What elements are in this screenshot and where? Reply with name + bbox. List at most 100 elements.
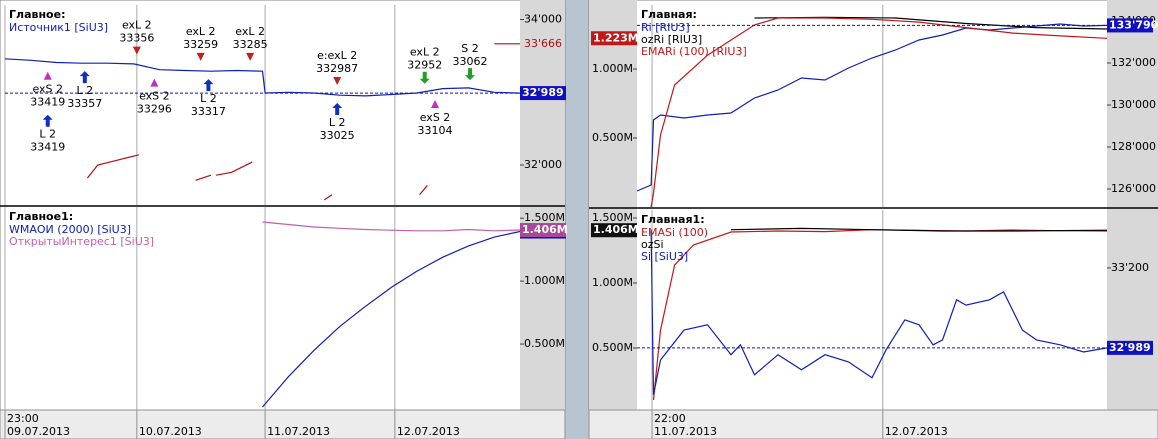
panel-title: Главное:: [9, 8, 65, 21]
trade-marker: [419, 71, 430, 84]
x-tick-time: 22:00: [654, 412, 686, 425]
trade-marker: [43, 71, 52, 80]
y2-tick-label: 130'000: [1111, 98, 1156, 111]
series-line: [4, 58, 521, 97]
trade-marker: [132, 46, 141, 55]
trade-price: 33062: [453, 55, 488, 68]
trade-label: exL 2: [186, 25, 216, 38]
trade-price: 32952: [407, 59, 442, 72]
trade-marker: [196, 52, 205, 61]
panel-title: Главная1:: [641, 213, 705, 226]
trade-label: exS 2: [420, 111, 451, 124]
legend-entry: EMARi (100) [RIU3]: [641, 45, 747, 58]
series-line: [652, 229, 1108, 401]
y2-tick-label: 33'200: [1111, 261, 1149, 274]
x-tick-label: 11.07.2013: [267, 425, 330, 438]
y-tick-label: 34'000: [524, 13, 562, 26]
y-tick-label: 0.500M: [592, 131, 633, 144]
y-tick-label: 1.000M: [592, 276, 633, 289]
trade-price: 332987: [316, 62, 358, 75]
series-line: [262, 230, 521, 408]
y-tick-label: 0.500M: [592, 341, 633, 354]
trade-marker: [42, 114, 53, 127]
y-tick-label: 1.500M: [524, 211, 565, 224]
right-left-axis: [589, 0, 637, 410]
x-tick-label: 09.07.2013: [7, 425, 70, 438]
legend-entry: ozRi [RIU3]: [641, 33, 702, 46]
trade-price: 33317: [191, 105, 226, 118]
trade-marker: [465, 68, 476, 81]
trade-label: e:exL 2: [317, 49, 357, 62]
trade-price: 33259: [183, 38, 218, 51]
trade-marker: [332, 102, 343, 115]
left-price-axis: [520, 0, 565, 410]
trade-label: exL 2: [235, 25, 265, 38]
trade-label: exL 2: [122, 19, 152, 32]
x-tick-time: 23:00: [7, 412, 39, 425]
y-tick-label: 1.000M: [524, 274, 565, 287]
trade-price: 33419: [30, 96, 65, 109]
price-tag: [520, 223, 566, 238]
trade-price: 33419: [30, 141, 65, 154]
price-tag-label: 33'666: [524, 37, 562, 50]
y-tick-label: 32'000: [524, 158, 562, 171]
panel-title: Главное1:: [9, 210, 73, 223]
price-tag: [1107, 340, 1153, 355]
series-line: [262, 221, 521, 232]
trade-price: 33285: [233, 38, 268, 51]
series-line: [650, 17, 1108, 208]
legend-entry: Источник1 [SiU3]: [9, 21, 108, 34]
legend-entry: WMAОИ (2000) [SiU3]: [9, 223, 131, 236]
price-tag: [591, 31, 637, 46]
trade-price: 33296: [137, 103, 172, 116]
trade-label: exL 2: [410, 46, 440, 59]
panel-title: Главная:: [641, 8, 697, 21]
legend-entry: EMASi (100): [641, 226, 708, 239]
trade-marker: [150, 78, 159, 87]
trade-price: 33356: [119, 32, 154, 45]
price-tag: [520, 86, 566, 101]
legend-entry: Si [SiU3]: [641, 250, 688, 263]
trade-label: L 2: [39, 128, 56, 141]
trade-label: exS 2: [32, 83, 63, 96]
trade-marker: [79, 71, 90, 84]
price-tag-label: 133'790: [1109, 18, 1158, 31]
trade-label: L 2: [77, 84, 94, 97]
legend-entry: ОткрытыИнтерес1 [SiU3]: [9, 235, 154, 248]
price-tag-label: 32'989: [522, 86, 564, 99]
trade-label: S 2: [461, 42, 478, 55]
x-tick-label: 12.07.2013: [885, 425, 948, 438]
x-tick-label: 12.07.2013: [397, 425, 460, 438]
price-tag: [1107, 18, 1153, 33]
trade-price: 33104: [418, 124, 453, 137]
legend-entry: Ri [RIU3]: [641, 21, 690, 34]
trade-price: 33025: [320, 129, 355, 142]
series-line: [636, 23, 1108, 192]
series-line: [730, 227, 1108, 232]
trade-marker: [333, 76, 342, 85]
price-tag: [591, 223, 637, 238]
legend-entry: ozSi: [641, 238, 664, 251]
trade-label: exS 2: [139, 90, 170, 103]
right-time-axis: [588, 409, 1158, 439]
trade-label: L 2: [329, 116, 346, 129]
price-tag-label: 1.406M: [593, 223, 639, 236]
left-time-axis: [0, 409, 566, 439]
y-tick-label: 1.000M: [592, 62, 633, 75]
y2-tick-label: 126'000: [1111, 182, 1156, 195]
trade-price: 33357: [67, 97, 102, 110]
right-window: [588, 0, 1158, 439]
trade-marker: [431, 99, 440, 108]
trade-marker: [203, 79, 214, 92]
y-tick-label: 0.500M: [524, 337, 565, 350]
trade-marker: [246, 52, 255, 61]
price-tag-label: 1.223M: [593, 31, 639, 44]
trade-label: L 2: [200, 92, 217, 105]
y-tick-label: 1.500M: [592, 211, 633, 224]
price-tag-label: 32'989: [1109, 341, 1151, 354]
price-tag-label: 1.406M: [522, 223, 568, 236]
x-tick-label: 10.07.2013: [139, 425, 202, 438]
y2-tick-label: 132'000: [1111, 56, 1156, 69]
